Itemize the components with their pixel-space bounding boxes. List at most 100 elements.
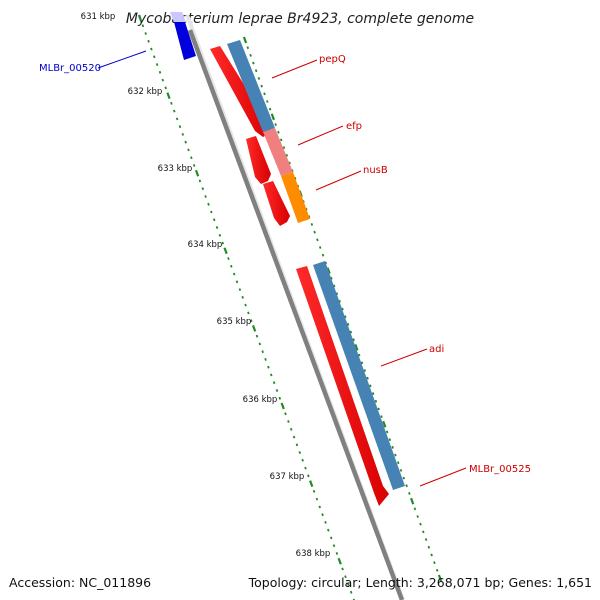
scale-tick-minor bbox=[178, 125, 182, 129]
scale-tick-minor bbox=[266, 100, 269, 103]
scale-tick-minor bbox=[241, 295, 244, 299]
scale-tick-major bbox=[280, 402, 285, 410]
scale-tick-minor bbox=[341, 307, 344, 311]
scale-tick-minor bbox=[313, 230, 316, 234]
scale-tick-minor bbox=[257, 77, 261, 80]
scale-tick-minor bbox=[150, 47, 153, 51]
scale-tick-minor bbox=[380, 415, 383, 419]
scale-tick-minor bbox=[288, 161, 291, 165]
feature-efp[interactable] bbox=[263, 128, 293, 176]
scale-tick-minor bbox=[377, 407, 380, 411]
scale-tick-minor bbox=[402, 476, 406, 480]
scale-tick-major bbox=[137, 14, 143, 22]
feature-mlbr00525[interactable] bbox=[313, 261, 405, 490]
feature-nusb[interactable] bbox=[281, 172, 310, 223]
map-title: Mycobacterium leprae Br4923, complete ge… bbox=[126, 11, 474, 27]
scale-tick-minor bbox=[419, 522, 422, 526]
scale-tick-major bbox=[437, 574, 443, 582]
scale-tick-major bbox=[194, 169, 200, 177]
gene-efp-cds[interactable] bbox=[246, 136, 271, 184]
scale-tick-minor bbox=[198, 179, 202, 183]
scale-tick-minor bbox=[338, 299, 341, 303]
gene-label-pepq[interactable]: pepQ bbox=[319, 54, 346, 65]
leader-line-adi bbox=[380, 348, 428, 367]
scale-tick-minor bbox=[155, 63, 159, 66]
scale-tick-major bbox=[337, 557, 342, 565]
scale-labels: 631 kbp 632 kbp 633 kbp 634 kbp 635 kbp … bbox=[81, 12, 331, 559]
scale-tick-minor bbox=[252, 61, 255, 65]
scale-label: 631 kbp bbox=[81, 12, 116, 22]
scale-tick-minor bbox=[413, 507, 417, 511]
scale-tick-minor bbox=[357, 353, 361, 357]
gene-label-mlbr00525[interactable]: MLBr_00525 bbox=[469, 464, 531, 475]
scale-tick-minor bbox=[255, 334, 259, 338]
scale-tick-minor bbox=[238, 288, 242, 292]
leader-line-nusb bbox=[315, 170, 362, 191]
scale-tick-minor bbox=[279, 138, 283, 142]
scale-tick-minor bbox=[227, 257, 230, 261]
scale-tick-minor bbox=[287, 420, 290, 423]
leader-line-mlbr00520 bbox=[97, 50, 147, 69]
scale-tick-minor bbox=[218, 233, 222, 237]
scale-tick-minor bbox=[295, 443, 299, 447]
scale-tick-major bbox=[309, 480, 314, 487]
scale-tick-minor bbox=[371, 392, 375, 396]
scale-tick-minor bbox=[235, 280, 239, 284]
scale-tick-minor bbox=[349, 590, 353, 594]
scale-tick-minor bbox=[321, 513, 324, 517]
scale-tick-minor bbox=[249, 53, 252, 57]
gene-mlbr00520-shadow[interactable] bbox=[170, 12, 186, 22]
scale-label: 638 kbp bbox=[296, 549, 331, 559]
scale-tick-minor bbox=[278, 396, 282, 400]
scale-tick-minor bbox=[385, 430, 389, 434]
scale-tick-minor bbox=[321, 253, 325, 257]
scale-tick-minor bbox=[405, 484, 408, 488]
scale-label: 634 kbp bbox=[188, 240, 223, 250]
scale-tick-minor bbox=[352, 598, 355, 600]
scale-tick-major bbox=[270, 113, 275, 121]
gene-nusb-cds[interactable] bbox=[263, 181, 290, 226]
scale-label: 635 kbp bbox=[217, 317, 252, 327]
feature-pepq[interactable] bbox=[227, 40, 275, 132]
scale-tick-minor bbox=[207, 202, 210, 206]
scale-tick-minor bbox=[201, 187, 205, 191]
scale-tick-minor bbox=[316, 238, 319, 242]
scale-tick-minor bbox=[344, 575, 347, 579]
scale-tick-minor bbox=[187, 148, 190, 152]
scale-tick-minor bbox=[267, 365, 270, 369]
scale-tick-minor bbox=[254, 69, 258, 73]
gene-mlbr00520[interactable] bbox=[174, 22, 196, 60]
scale-tick-minor bbox=[318, 505, 322, 509]
gene-label-nusb[interactable]: nusB bbox=[363, 165, 388, 176]
leader-line-mlbr00525 bbox=[419, 467, 467, 487]
scale-tick-minor bbox=[366, 376, 369, 380]
scale-tick-major bbox=[354, 344, 359, 351]
scale-tick-minor bbox=[210, 210, 213, 214]
gene-label-adi[interactable]: adi bbox=[429, 344, 444, 355]
scale-tick-minor bbox=[250, 319, 253, 323]
scale-tick-minor bbox=[408, 491, 411, 495]
scale-tick-minor bbox=[264, 357, 267, 361]
scale-tick-minor bbox=[153, 55, 156, 59]
scale-tick-major bbox=[251, 325, 257, 332]
leader-line-pepq bbox=[271, 59, 318, 79]
scale-tick-minor bbox=[175, 117, 179, 121]
scale-tick-minor bbox=[435, 568, 439, 572]
scale-ticks-left bbox=[137, 14, 355, 600]
topology-text: Topology: circular; Length: 3,268,071 bp… bbox=[248, 575, 592, 590]
scale-tick-minor bbox=[184, 140, 187, 144]
scale-tick-minor bbox=[274, 123, 277, 127]
scale-tick-minor bbox=[347, 583, 350, 586]
scale-label: 637 kbp bbox=[270, 472, 305, 482]
scale-tick-minor bbox=[261, 350, 264, 354]
gene-label-efp[interactable]: efp bbox=[346, 121, 362, 132]
scale-label: 632 kbp bbox=[128, 87, 163, 97]
scale-tick-minor bbox=[282, 146, 286, 150]
scale-tick-minor bbox=[260, 84, 263, 88]
gene-adi-cds[interactable] bbox=[296, 266, 389, 506]
gene-label-mlbr00520[interactable]: MLBr_00520 bbox=[39, 63, 101, 74]
scale-ticks-right bbox=[242, 36, 443, 582]
scale-tick-minor bbox=[141, 24, 145, 28]
scale-tick-minor bbox=[192, 164, 196, 167]
scale-tick-minor bbox=[284, 412, 287, 416]
